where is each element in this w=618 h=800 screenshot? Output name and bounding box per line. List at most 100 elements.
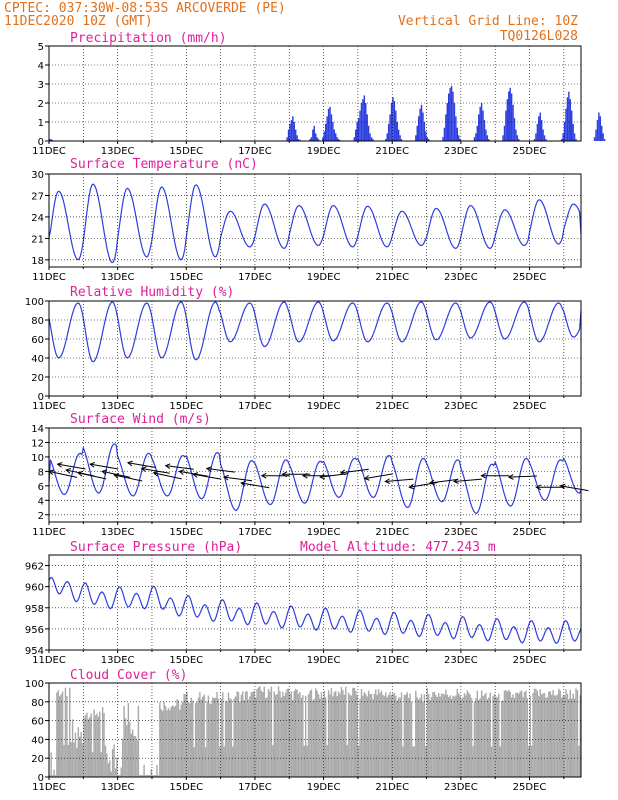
cloud-bar	[360, 688, 363, 777]
precip-bar	[509, 87, 511, 141]
x-tick-label: 11DEC	[32, 272, 66, 283]
cloud-bar	[173, 706, 175, 777]
x-tick-label: 17DEC	[238, 146, 272, 157]
plot-frame	[48, 45, 582, 142]
cloud-bar	[352, 687, 354, 777]
cloud-bar	[203, 694, 205, 777]
x-tick-label: 15DEC	[169, 527, 203, 538]
y-tick-label: 958	[25, 604, 44, 615]
cloud-bar	[505, 690, 507, 777]
wind-vector	[57, 463, 86, 470]
cloud-bar	[167, 707, 170, 777]
precip-bar	[396, 122, 398, 141]
cloud-bar	[503, 690, 506, 777]
wind-vector-head	[65, 468, 72, 474]
precip-bar	[596, 120, 599, 141]
cloud-bar	[387, 694, 390, 777]
precip-bar	[516, 135, 519, 141]
precip-bar	[333, 129, 336, 141]
y-tick-label: 27	[31, 191, 44, 202]
cloud-bar	[425, 746, 427, 777]
cloud-bar	[546, 697, 549, 777]
cloud-bar	[410, 701, 413, 777]
cloud-bar	[519, 691, 521, 777]
wind-vector-head	[56, 462, 63, 468]
cloud-bar	[243, 700, 245, 777]
wind-vector-head	[126, 460, 133, 467]
cloud-bar	[426, 688, 428, 777]
precip-bar	[502, 135, 504, 141]
cloud-bar	[549, 691, 551, 777]
precip-bar	[292, 116, 294, 141]
precip-bar	[336, 137, 338, 141]
cloud-bar	[355, 690, 357, 777]
header-model: TQ0126L028	[500, 29, 578, 44]
cloud-bar	[186, 691, 188, 777]
cloud-bar	[473, 701, 476, 777]
y-tick-label: 80	[31, 698, 44, 709]
x-tick-label: 13DEC	[101, 655, 135, 666]
x-tick-label: 17DEC	[238, 527, 272, 538]
cloud-bar	[116, 757, 118, 777]
cloud-bar	[350, 695, 353, 777]
cloud-bar	[223, 746, 225, 777]
wind-vector	[78, 472, 107, 480]
x-tick-label: 21DEC	[375, 272, 409, 283]
cloud-bar	[81, 743, 84, 777]
cloud-bar	[103, 712, 105, 777]
cloud-bar	[177, 700, 180, 777]
cloud-bar	[93, 709, 95, 777]
cloud-bar	[508, 690, 510, 777]
cloud-bar	[579, 695, 581, 777]
cloud-bar	[84, 714, 87, 777]
x-tick-label: 17DEC	[238, 782, 272, 793]
y-tick-label: 20	[31, 373, 44, 384]
y-tick-label: 8	[38, 467, 44, 478]
wind-vector-head	[164, 463, 171, 469]
cloud-bar	[445, 689, 447, 777]
cloud-bar	[292, 700, 294, 777]
wind-vector-head	[140, 466, 147, 472]
y-tick-label: 21	[31, 234, 44, 245]
precip-bar	[446, 103, 448, 141]
cloud-bar	[250, 691, 253, 777]
precip-bar	[397, 129, 400, 141]
series-rh	[48, 301, 582, 363]
cloud-bar	[347, 692, 350, 777]
cloud-bar	[437, 693, 440, 777]
cloud-bar	[533, 688, 536, 777]
wind-vector	[114, 474, 143, 482]
y-tick-label: 60	[31, 717, 44, 728]
precip-bar	[386, 133, 388, 141]
x-tick-label: 21DEC	[375, 655, 409, 666]
wind-vector	[165, 465, 194, 470]
precip-bar	[355, 129, 357, 141]
cloud-bar	[187, 702, 190, 777]
cloud-bar	[520, 690, 523, 777]
cloud-bar	[548, 691, 550, 777]
cloud-bar	[109, 760, 111, 777]
precip-bar	[425, 131, 427, 141]
x-tick-label: 13DEC	[101, 272, 135, 283]
x-tick-label: 15DEC	[169, 401, 203, 412]
x-tick-label: 23DEC	[444, 655, 478, 666]
wind-vector-head	[113, 473, 120, 479]
cloud-bar	[538, 696, 540, 777]
cloud-bar	[380, 690, 383, 777]
cloud-bar	[440, 693, 443, 777]
cloud-bar	[560, 697, 563, 777]
wind-vector	[141, 467, 170, 474]
wind-vector-head	[101, 469, 108, 476]
cloud-bar	[365, 693, 367, 777]
cloud-bar	[160, 709, 162, 777]
cloud-bar	[106, 753, 108, 777]
cloud-bar	[110, 771, 112, 777]
cloud-bar	[276, 694, 278, 777]
cloud-bar	[200, 699, 203, 777]
y-tick-label: 100	[25, 297, 44, 308]
cloud-bar	[196, 701, 198, 777]
cloud-bar	[393, 692, 396, 777]
cloud-bar	[397, 697, 400, 777]
precip-bar	[449, 87, 451, 141]
cloud-bar	[562, 695, 564, 777]
